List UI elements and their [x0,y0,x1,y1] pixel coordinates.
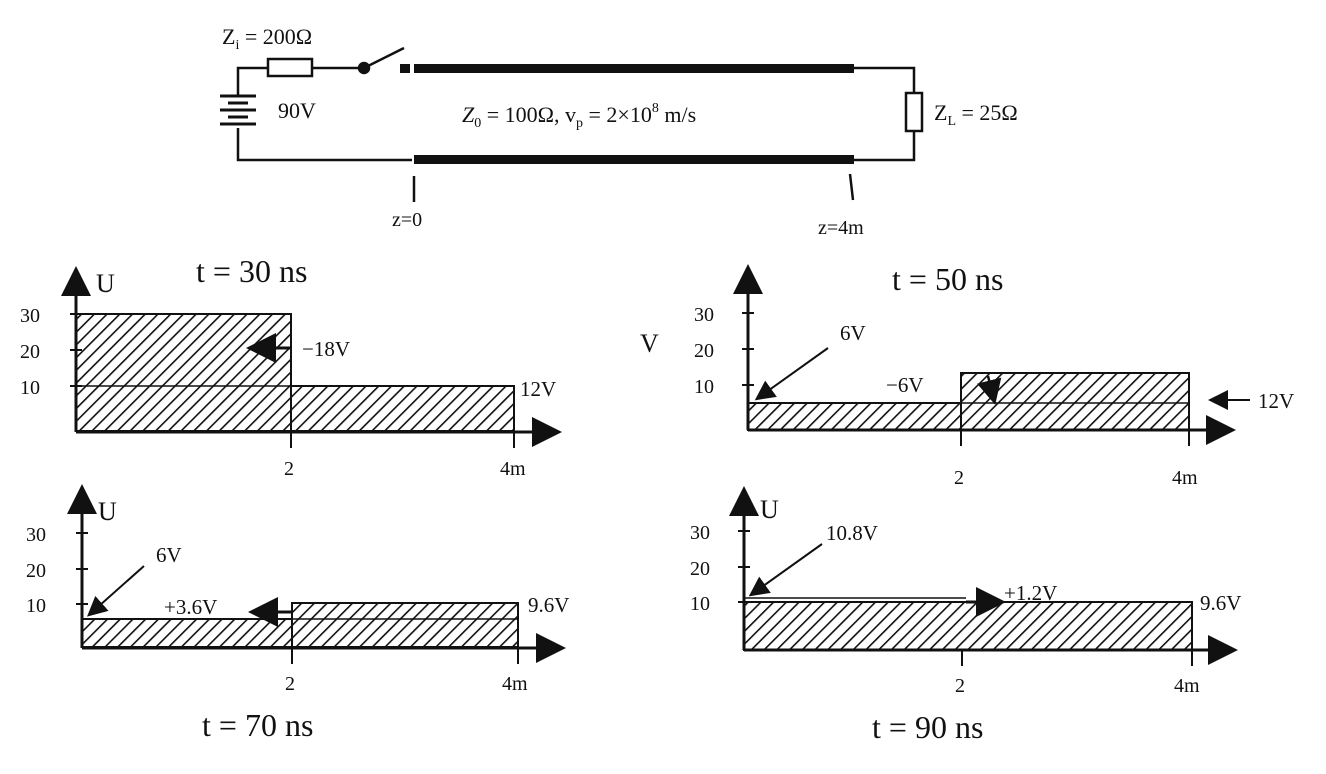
y-tick: 10 [694,376,714,398]
z0-position-label: z=0 [392,209,422,231]
line-conductor-top [414,64,854,73]
plot-t50: V 30 20 10 2 4m 6V −6V 12V t = 50 ns [640,261,1294,489]
circuit-labels: Zi = 200Ω 90V Z0 = 100Ω, vp = 2×108 m/s … [222,24,1018,239]
wave-block [81,618,293,648]
axis-label: U [760,495,779,524]
load-wire [854,66,916,93]
y-tick: 10 [26,595,46,617]
zi-resistor [266,57,314,78]
wave-block [960,372,1190,431]
annotation: 12V [1258,389,1294,413]
zi-value: = 200Ω [239,24,312,49]
wave-block [743,601,1193,651]
z4-position-label: z=4m [818,217,864,239]
y-tick: 30 [694,304,714,326]
x-tick: 2 [284,458,294,480]
wave-block [75,313,292,432]
y-tick: 10 [20,377,40,399]
plot-t90: U 30 20 10 2 4m 10.8V +1.2V 9.6V t = 90 … [690,486,1241,745]
source-wire-bottom [236,128,412,162]
pointer-arrow [748,543,823,597]
circuit [220,46,924,202]
time-label: t = 30 ns [196,253,307,289]
annotation: 6V [840,321,866,345]
svg-text:Z0 = 100Ω, vp = 2×108 m/s: Z0 = 100Ω, vp = 2×108 m/s [462,101,696,131]
battery-icon [220,94,256,126]
annotation: 9.6V [528,593,569,617]
annotation: 10.8V [826,521,878,545]
x-tick: 4m [502,673,528,695]
x-tick: 4m [500,458,526,480]
annotation: −18V [302,337,350,361]
time-label: t = 50 ns [892,261,1003,297]
pointer-arrow [754,347,829,401]
y-tick: 20 [26,560,46,582]
y-tick: 20 [690,558,710,580]
annotation: +3.6V [164,595,217,619]
source-wire [236,66,268,96]
wave-block [747,402,962,431]
load-wire-bottom [854,131,916,162]
time-label: t = 70 ns [202,707,313,743]
axis-label: U [96,269,115,298]
switch-blade [363,46,405,70]
plot-t70: U 30 20 10 2 4m 6V +3.6V 9.6V t = 70 ns [26,484,569,743]
zl-label: Z [934,100,947,125]
switch-contact [400,64,410,73]
zi-label: Z [222,24,235,49]
x-tick: 2 [955,675,965,697]
zi-sub: i [235,38,239,53]
y-tick: 20 [694,340,714,362]
x-tick: 4m [1174,675,1200,697]
annotation: 6V [156,543,182,567]
y-tick: 30 [690,522,710,544]
time-label: t = 90 ns [872,709,983,745]
y-tick: 30 [26,524,46,546]
plot-t30: U 30 20 10 2 4m −18V 12V t = 30 ns [20,253,562,480]
x-tick: 2 [954,467,964,489]
y-tick: 30 [20,305,40,327]
axis-label: V [640,329,659,358]
annotation: 9.6V [1200,591,1241,615]
x-tick: 2 [285,673,295,695]
x-tick: 4m [1172,467,1198,489]
source-voltage: 90V [278,98,316,123]
wave-block [290,385,515,432]
z4-marker [848,173,855,201]
reflection-arrow [977,375,1002,405]
wave-block [291,602,519,648]
line-conductor-bottom [414,155,854,164]
pointer-arrow [87,565,145,617]
annotation: +1.2V [1004,581,1057,605]
y-tick: 20 [20,341,40,363]
y-tick: 10 [690,593,710,615]
annotation: 12V [520,377,556,401]
svg-text:ZL = 25Ω: ZL = 25Ω [934,100,1018,129]
svg-text:Zi = 200Ω: Zi = 200Ω [222,24,312,53]
annotation: −6V [886,373,924,397]
zl-resistor [904,91,924,133]
axis-label: U [98,497,117,526]
